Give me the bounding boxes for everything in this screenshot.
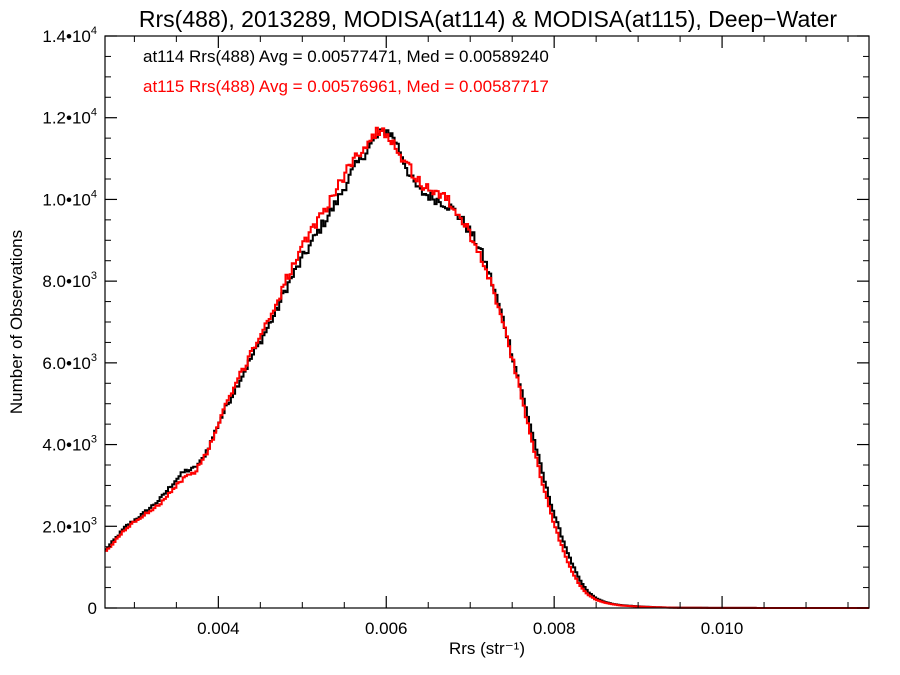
series-layer [105,126,869,609]
x-tick-label: 0.008 [533,619,576,638]
x-tick-label: 0.006 [365,619,408,638]
y-tick-label: 1.0•104 [42,188,97,209]
x-axis-ticks: 0.004 0.006 0.008 0.010 [133,36,849,638]
x-tick-label: 0.004 [197,619,240,638]
y-tick-label: 1.4•104 [42,25,97,46]
plot-frame [104,35,870,609]
y-tick-label: 0 [88,599,97,618]
annotation-at115: at115 Rrs(488) Avg = 0.00576961, Med = 0… [143,77,549,96]
y-tick-label: 6.0•103 [42,352,97,373]
chart-title: Rrs(488), 2013289, MODISA(at114) & MODIS… [139,6,838,32]
x-axis-label: Rrs (str⁻¹) [449,639,525,658]
series-line-0 [105,128,869,609]
series-line-1 [105,126,869,609]
y-tick-label: 2.0•103 [42,515,97,536]
y-tick-label: 4.0•103 [42,434,97,455]
y-tick-label: 1.2•104 [42,107,97,128]
y-tick-label: 8.0•103 [42,270,97,291]
x-tick-label: 0.010 [701,619,744,638]
annotation-at114: at114 Rrs(488) Avg = 0.00577471, Med = 0… [143,47,549,66]
y-axis-label: Number of Observations [7,230,26,414]
y-axis-ticks: 0 2.0•103 4.0•103 6.0•103 8.0•103 1.0•104 1.2•… [42,25,869,618]
